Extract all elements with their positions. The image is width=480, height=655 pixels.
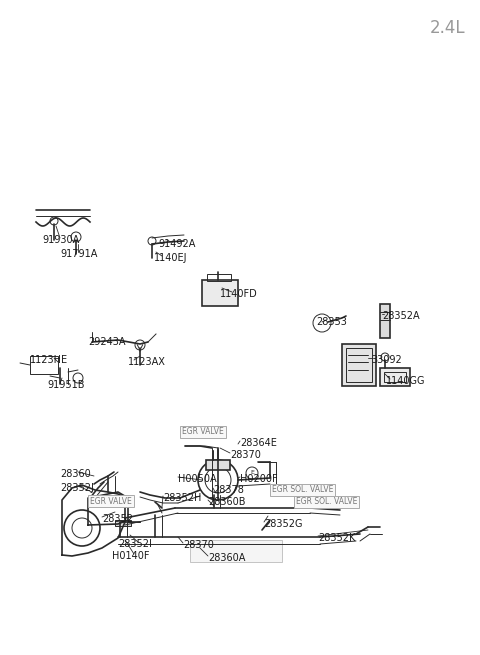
Text: 1140EJ: 1140EJ [154, 253, 188, 263]
Text: EGR VALVE: EGR VALVE [182, 428, 224, 436]
Text: 2.4L: 2.4L [430, 19, 466, 37]
Text: 28352J: 28352J [60, 483, 94, 493]
Text: 28353: 28353 [316, 317, 347, 327]
Text: H0050A: H0050A [178, 474, 216, 484]
Text: 28352K: 28352K [318, 533, 355, 543]
Bar [190, 540, 282, 562]
Bar [202, 280, 238, 306]
Bar [380, 368, 410, 386]
Text: 28352A: 28352A [382, 311, 420, 321]
Text: 28370: 28370 [230, 450, 261, 460]
Bar [380, 304, 390, 338]
Bar [30, 356, 58, 374]
Text: 91791A: 91791A [60, 249, 97, 259]
Text: H0200F: H0200F [240, 474, 277, 484]
Text: 28352H: 28352H [163, 493, 202, 503]
Text: 28378: 28378 [213, 485, 244, 495]
Bar [207, 274, 231, 281]
Text: 1140GG: 1140GG [386, 376, 425, 386]
Text: 28364E: 28364E [240, 438, 277, 448]
Text: 28360: 28360 [60, 469, 91, 479]
Text: EGR SOL. VALVE: EGR SOL. VALVE [272, 485, 334, 495]
Text: 1123HE: 1123HE [30, 355, 68, 365]
Bar [346, 348, 372, 382]
Text: 1140FD: 1140FD [220, 289, 258, 299]
Text: 91951B: 91951B [47, 380, 84, 390]
Text: 33092: 33092 [371, 355, 402, 365]
Text: E: E [250, 470, 254, 476]
Text: H0140F: H0140F [112, 551, 149, 561]
Text: 28360A: 28360A [208, 553, 245, 563]
Text: 28370: 28370 [183, 540, 214, 550]
Text: 1123AX: 1123AX [128, 357, 166, 367]
Text: EGR SOL. VALVE: EGR SOL. VALVE [296, 498, 358, 506]
Bar [342, 344, 376, 386]
Text: 28360B: 28360B [208, 497, 245, 507]
Bar [384, 372, 406, 382]
Text: 91492A: 91492A [158, 239, 195, 249]
Bar [206, 460, 230, 470]
Text: 28352G: 28352G [264, 519, 302, 529]
Text: EGR VALVE: EGR VALVE [90, 496, 132, 506]
Text: 29243A: 29243A [88, 337, 125, 347]
Text: 28352I: 28352I [118, 539, 152, 549]
Bar [115, 520, 131, 526]
Text: 91930A: 91930A [42, 235, 79, 245]
Text: 28352: 28352 [102, 514, 133, 524]
